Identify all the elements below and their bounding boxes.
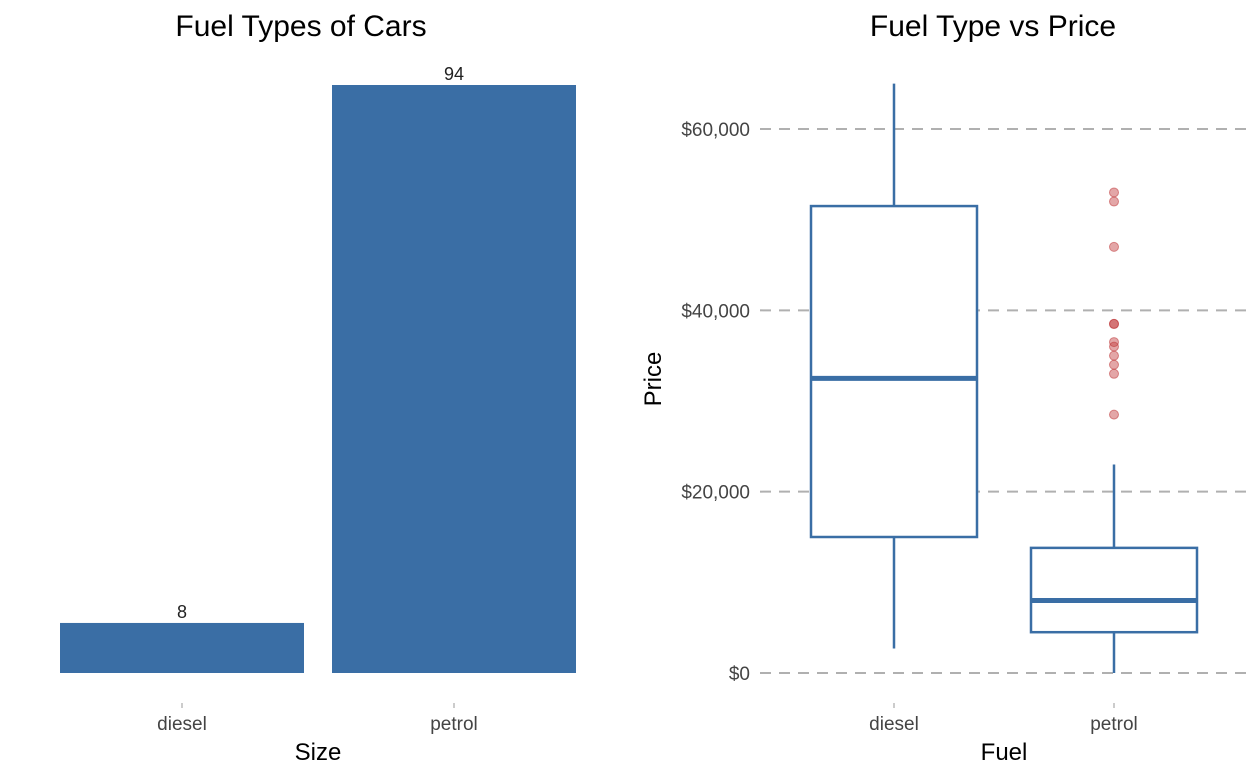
bar-x-tick-label-petrol: petrol <box>430 714 478 735</box>
box-y-axis-title: Price <box>640 352 667 407</box>
box-y-tick-label-3: $60,000 <box>681 120 750 141</box>
outlier-point-petrol-9 <box>1109 196 1119 207</box>
box-y-tick-label-1: $20,000 <box>681 483 750 504</box>
box-plot-panel: Fuel Type vs Price $0 $20,000 $40,000 $60,0… <box>640 10 1248 766</box>
bar-value-label-petrol: 94 <box>444 64 464 84</box>
bar-value-label-diesel: 8 <box>177 602 187 622</box>
box-plot-marks: diesel petrol <box>809 83 1199 735</box>
outlier-point-petrol-7 <box>1109 318 1119 329</box>
box-x-tick-label-petrol: petrol <box>1090 714 1138 735</box>
bar-petrol <box>332 85 576 673</box>
box-x-tick-label-diesel: diesel <box>869 714 919 735</box>
outlier-point-petrol-10 <box>1109 187 1119 198</box>
outlier-point-petrol-3 <box>1109 350 1119 361</box>
outlier-point-petrol-1 <box>1109 368 1119 379</box>
bar-marks: 8 diesel 94 petrol <box>60 64 576 735</box>
box-x-axis-title: Fuel <box>981 739 1028 766</box>
bar-chart-panel: Fuel Types of Cars 8 diesel 94 petrol Size <box>60 10 576 766</box>
box-diesel <box>809 204 979 539</box>
bar-diesel <box>60 622 304 673</box>
bar-x-axis-title: Size <box>295 739 342 766</box>
bar-x-tick-label-diesel: diesel <box>157 714 207 735</box>
outlier-point-petrol-8 <box>1109 241 1119 252</box>
outlier-point-petrol-0 <box>1109 409 1119 420</box>
box-y-tick-label-2: $40,000 <box>681 301 750 322</box>
box-plot-title: Fuel Type vs Price <box>870 10 1116 43</box>
box-petrol <box>1029 546 1199 634</box>
box-y-tick-label-0: $0 <box>729 664 750 685</box>
bar-chart-title: Fuel Types of Cars <box>175 10 426 43</box>
outlier-point-petrol-2 <box>1109 359 1119 370</box>
outlier-point-petrol-5 <box>1109 337 1119 348</box>
